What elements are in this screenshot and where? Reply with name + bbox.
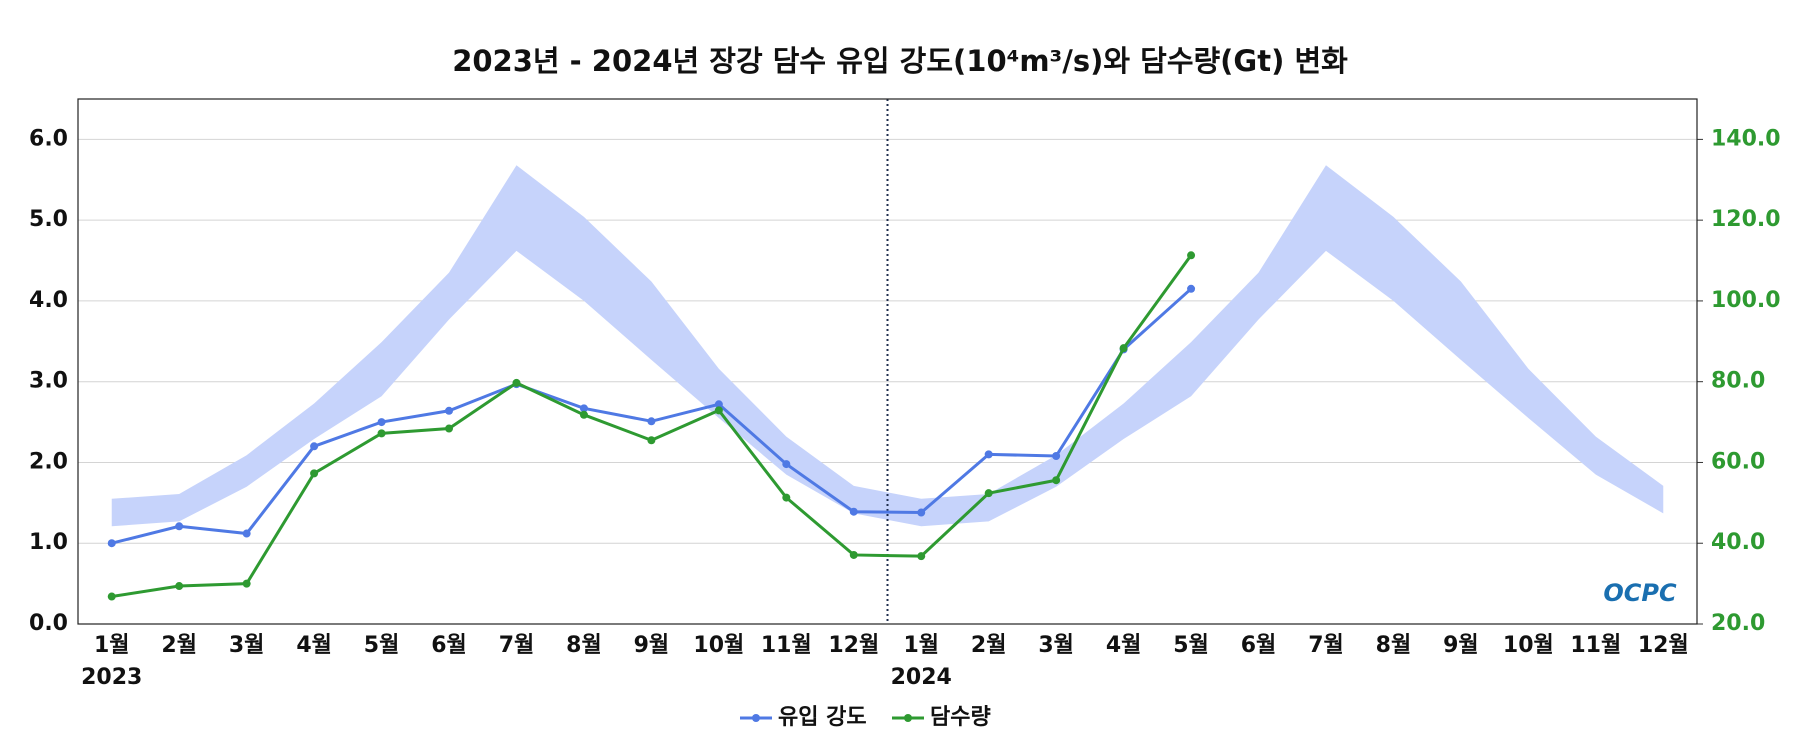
x-tick-label: 5월 — [364, 633, 400, 658]
series-marker — [849, 550, 858, 559]
series-marker — [984, 489, 993, 498]
legend-label: 유입 강도 — [778, 705, 867, 730]
series-marker — [917, 552, 926, 561]
x-tick-label: 9월 — [634, 633, 670, 658]
y2-tick-label: 40.0 — [1711, 530, 1765, 555]
series-marker — [1052, 476, 1061, 485]
x-tick-label: 7월 — [499, 633, 535, 658]
series-marker — [714, 406, 723, 415]
x-tick-label: 7월 — [1308, 633, 1344, 658]
x-tick-label: 10월 — [1503, 633, 1554, 658]
x-tick-label: 2월 — [971, 633, 1007, 658]
series-marker — [782, 460, 791, 469]
series-marker — [1187, 284, 1196, 293]
series-marker — [175, 582, 184, 591]
year-label: 2023 — [81, 665, 142, 690]
series-marker — [579, 410, 588, 419]
chart-title: 2023년 - 2024년 장강 담수 유입 강도(10⁴m³/s)와 담수량(… — [452, 44, 1348, 78]
x-tick-label: 4월 — [1106, 633, 1142, 658]
series-marker — [512, 378, 521, 387]
y-tick-label: 4.0 — [29, 288, 68, 313]
y-tick-label: 3.0 — [29, 369, 68, 394]
y2-tick-label: 80.0 — [1711, 369, 1765, 394]
series-marker — [175, 522, 184, 531]
series-marker — [242, 579, 251, 588]
series-marker — [849, 507, 858, 516]
series-marker — [377, 418, 386, 427]
x-tick-label: 2월 — [161, 633, 197, 658]
x-tick-label: 1월 — [903, 633, 939, 658]
series-marker — [714, 400, 723, 409]
series-marker — [1119, 344, 1128, 353]
series-marker — [310, 469, 319, 478]
y2-tick-label: 100.0 — [1711, 288, 1781, 313]
series-marker — [1052, 452, 1061, 460]
series-marker — [107, 539, 116, 548]
legend-label: 담수량 — [930, 705, 991, 730]
series-marker — [107, 592, 116, 601]
y-tick-label: 6.0 — [29, 126, 68, 151]
x-tick-label: 8월 — [566, 633, 602, 658]
series-marker — [647, 436, 656, 445]
series-marker — [917, 508, 926, 517]
series-marker — [242, 529, 251, 538]
y-tick-label: 0.0 — [29, 611, 68, 636]
series-marker — [984, 450, 993, 459]
x-tick-label: 8월 — [1376, 633, 1412, 658]
series-marker — [579, 404, 588, 413]
x-tick-label: 12월 — [1638, 633, 1689, 658]
x-tick-label: 11월 — [1570, 633, 1621, 658]
x-tick-label: 6월 — [1241, 633, 1277, 658]
series-marker — [445, 406, 454, 415]
y-tick-label: 2.0 — [29, 449, 68, 474]
legend-swatch-marker — [752, 714, 760, 722]
logo: OCPC — [1603, 579, 1677, 607]
plot-frame — [77, 98, 1698, 625]
y2-tick-label: 120.0 — [1711, 207, 1781, 232]
series-marker — [782, 493, 791, 502]
series-marker — [647, 417, 656, 426]
y2-tick-label: 20.0 — [1711, 611, 1765, 636]
x-tick-label: 6월 — [431, 633, 467, 658]
series-marker — [377, 429, 386, 438]
y2-tick-label: 140.0 — [1711, 126, 1781, 151]
x-tick-label: 3월 — [1038, 633, 1074, 658]
x-tick-label: 11월 — [761, 633, 812, 658]
series-marker — [445, 424, 454, 433]
series-marker — [310, 442, 319, 451]
legend-swatch-marker — [904, 714, 912, 722]
x-tick-label: 1월 — [94, 633, 130, 658]
climatology-band — [111, 165, 1664, 527]
x-tick-label: 12월 — [828, 633, 879, 658]
year-label: 2024 — [891, 665, 952, 690]
x-tick-label: 4월 — [296, 633, 332, 658]
x-tick-label: 5월 — [1173, 633, 1209, 658]
series-marker — [1187, 251, 1196, 260]
y-tick-label: 5.0 — [29, 207, 68, 232]
y2-tick-label: 60.0 — [1711, 449, 1765, 474]
y-tick-label: 1.0 — [29, 530, 68, 555]
x-tick-label: 3월 — [229, 633, 265, 658]
x-tick-label: 9월 — [1443, 633, 1479, 658]
x-tick-label: 10월 — [693, 633, 744, 658]
